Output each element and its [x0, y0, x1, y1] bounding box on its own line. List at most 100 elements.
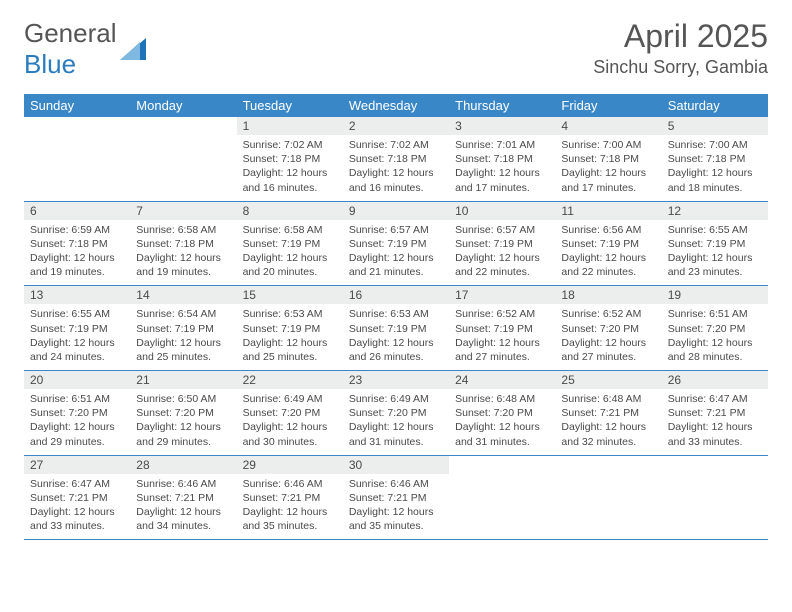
- weekday-header: Sunday: [24, 94, 130, 117]
- sunset-line: Sunset: 7:20 PM: [349, 406, 443, 420]
- sunset-line: Sunset: 7:18 PM: [349, 152, 443, 166]
- sunrise-line: Sunrise: 6:59 AM: [30, 223, 124, 237]
- day-details: Sunrise: 6:46 AMSunset: 7:21 PMDaylight:…: [130, 474, 236, 540]
- header-bar: General Blue April 2025 Sinchu Sorry, Ga…: [24, 18, 768, 80]
- sunset-line: Sunset: 7:19 PM: [455, 322, 549, 336]
- daylight-line: Daylight: 12 hours and 34 minutes.: [136, 505, 230, 533]
- title-block: April 2025 Sinchu Sorry, Gambia: [593, 18, 768, 78]
- day-number: 23: [343, 371, 449, 389]
- sunrise-line: Sunrise: 7:01 AM: [455, 138, 549, 152]
- sunset-line: Sunset: 7:18 PM: [136, 237, 230, 251]
- sunset-line: Sunset: 7:19 PM: [243, 237, 337, 251]
- brand-logo: General Blue: [24, 18, 146, 80]
- calendar-cell: 28Sunrise: 6:46 AMSunset: 7:21 PMDayligh…: [130, 455, 236, 540]
- sunrise-line: Sunrise: 7:02 AM: [243, 138, 337, 152]
- day-number: 17: [449, 286, 555, 304]
- day-details: Sunrise: 6:52 AMSunset: 7:20 PMDaylight:…: [555, 304, 661, 370]
- day-details: Sunrise: 6:47 AMSunset: 7:21 PMDaylight:…: [662, 389, 768, 455]
- calendar-cell: 30Sunrise: 6:46 AMSunset: 7:21 PMDayligh…: [343, 455, 449, 540]
- calendar-table: Sunday Monday Tuesday Wednesday Thursday…: [24, 94, 768, 540]
- sunset-line: Sunset: 7:21 PM: [30, 491, 124, 505]
- calendar-cell: 24Sunrise: 6:48 AMSunset: 7:20 PMDayligh…: [449, 371, 555, 456]
- day-details: Sunrise: 6:51 AMSunset: 7:20 PMDaylight:…: [662, 304, 768, 370]
- sunset-line: Sunset: 7:18 PM: [30, 237, 124, 251]
- weekday-header: Tuesday: [237, 94, 343, 117]
- day-details: Sunrise: 7:02 AMSunset: 7:18 PMDaylight:…: [343, 135, 449, 201]
- day-details: Sunrise: 6:58 AMSunset: 7:18 PMDaylight:…: [130, 220, 236, 286]
- day-details: Sunrise: 6:58 AMSunset: 7:19 PMDaylight:…: [237, 220, 343, 286]
- calendar-cell: 2Sunrise: 7:02 AMSunset: 7:18 PMDaylight…: [343, 117, 449, 201]
- sunrise-line: Sunrise: 6:51 AM: [30, 392, 124, 406]
- sunrise-line: Sunrise: 6:52 AM: [561, 307, 655, 321]
- calendar-cell: 10Sunrise: 6:57 AMSunset: 7:19 PMDayligh…: [449, 201, 555, 286]
- sunset-line: Sunset: 7:21 PM: [349, 491, 443, 505]
- calendar-row: 20Sunrise: 6:51 AMSunset: 7:20 PMDayligh…: [24, 371, 768, 456]
- sunset-line: Sunset: 7:20 PM: [243, 406, 337, 420]
- day-details: Sunrise: 6:48 AMSunset: 7:20 PMDaylight:…: [449, 389, 555, 455]
- sunset-line: Sunset: 7:19 PM: [243, 322, 337, 336]
- day-number: 19: [662, 286, 768, 304]
- sunset-line: Sunset: 7:19 PM: [349, 322, 443, 336]
- day-number: 22: [237, 371, 343, 389]
- sunrise-line: Sunrise: 6:53 AM: [243, 307, 337, 321]
- day-number: 6: [24, 202, 130, 220]
- day-number: 24: [449, 371, 555, 389]
- calendar-cell: 9Sunrise: 6:57 AMSunset: 7:19 PMDaylight…: [343, 201, 449, 286]
- day-number: 13: [24, 286, 130, 304]
- day-number: 29: [237, 456, 343, 474]
- day-details: Sunrise: 6:56 AMSunset: 7:19 PMDaylight:…: [555, 220, 661, 286]
- daylight-line: Daylight: 12 hours and 22 minutes.: [455, 251, 549, 279]
- daylight-line: Daylight: 12 hours and 22 minutes.: [561, 251, 655, 279]
- day-number: 4: [555, 117, 661, 135]
- weekday-row: Sunday Monday Tuesday Wednesday Thursday…: [24, 94, 768, 117]
- sunrise-line: Sunrise: 6:47 AM: [668, 392, 762, 406]
- daylight-line: Daylight: 12 hours and 30 minutes.: [243, 420, 337, 448]
- sunset-line: Sunset: 7:18 PM: [243, 152, 337, 166]
- day-details: Sunrise: 6:50 AMSunset: 7:20 PMDaylight:…: [130, 389, 236, 455]
- sunset-line: Sunset: 7:18 PM: [668, 152, 762, 166]
- day-details: Sunrise: 6:59 AMSunset: 7:18 PMDaylight:…: [24, 220, 130, 286]
- sunrise-line: Sunrise: 6:48 AM: [561, 392, 655, 406]
- calendar-body: ....1Sunrise: 7:02 AMSunset: 7:18 PMDayl…: [24, 117, 768, 540]
- day-number: 3: [449, 117, 555, 135]
- day-number: 5: [662, 117, 768, 135]
- location-label: Sinchu Sorry, Gambia: [593, 57, 768, 78]
- sunrise-line: Sunrise: 6:49 AM: [243, 392, 337, 406]
- daylight-line: Daylight: 12 hours and 29 minutes.: [136, 420, 230, 448]
- day-details: Sunrise: 6:49 AMSunset: 7:20 PMDaylight:…: [343, 389, 449, 455]
- calendar-cell: 12Sunrise: 6:55 AMSunset: 7:19 PMDayligh…: [662, 201, 768, 286]
- daylight-line: Daylight: 12 hours and 21 minutes.: [349, 251, 443, 279]
- calendar-cell: 16Sunrise: 6:53 AMSunset: 7:19 PMDayligh…: [343, 286, 449, 371]
- calendar-cell: 21Sunrise: 6:50 AMSunset: 7:20 PMDayligh…: [130, 371, 236, 456]
- weekday-header: Wednesday: [343, 94, 449, 117]
- day-details: Sunrise: 6:53 AMSunset: 7:19 PMDaylight:…: [237, 304, 343, 370]
- day-number: 27: [24, 456, 130, 474]
- sunset-line: Sunset: 7:21 PM: [668, 406, 762, 420]
- day-details: Sunrise: 6:46 AMSunset: 7:21 PMDaylight:…: [343, 474, 449, 540]
- sunrise-line: Sunrise: 6:58 AM: [136, 223, 230, 237]
- day-details: Sunrise: 6:55 AMSunset: 7:19 PMDaylight:…: [24, 304, 130, 370]
- weekday-header: Monday: [130, 94, 236, 117]
- sunrise-line: Sunrise: 6:48 AM: [455, 392, 549, 406]
- sunrise-line: Sunrise: 6:52 AM: [455, 307, 549, 321]
- sunset-line: Sunset: 7:20 PM: [668, 322, 762, 336]
- sunrise-line: Sunrise: 6:57 AM: [455, 223, 549, 237]
- daylight-line: Daylight: 12 hours and 19 minutes.: [136, 251, 230, 279]
- day-number: 21: [130, 371, 236, 389]
- day-details: Sunrise: 7:01 AMSunset: 7:18 PMDaylight:…: [449, 135, 555, 201]
- daylight-line: Daylight: 12 hours and 19 minutes.: [30, 251, 124, 279]
- daylight-line: Daylight: 12 hours and 16 minutes.: [349, 166, 443, 194]
- sunset-line: Sunset: 7:19 PM: [455, 237, 549, 251]
- daylight-line: Daylight: 12 hours and 26 minutes.: [349, 336, 443, 364]
- daylight-line: Daylight: 12 hours and 25 minutes.: [136, 336, 230, 364]
- day-number: 18: [555, 286, 661, 304]
- daylight-line: Daylight: 12 hours and 27 minutes.: [455, 336, 549, 364]
- brand-text: General Blue: [24, 18, 117, 80]
- calendar-cell: 19Sunrise: 6:51 AMSunset: 7:20 PMDayligh…: [662, 286, 768, 371]
- calendar-cell: 11Sunrise: 6:56 AMSunset: 7:19 PMDayligh…: [555, 201, 661, 286]
- sunset-line: Sunset: 7:19 PM: [136, 322, 230, 336]
- day-details: Sunrise: 7:00 AMSunset: 7:18 PMDaylight:…: [555, 135, 661, 201]
- daylight-line: Daylight: 12 hours and 17 minutes.: [455, 166, 549, 194]
- day-number: 1: [237, 117, 343, 135]
- day-details: Sunrise: 6:55 AMSunset: 7:19 PMDaylight:…: [662, 220, 768, 286]
